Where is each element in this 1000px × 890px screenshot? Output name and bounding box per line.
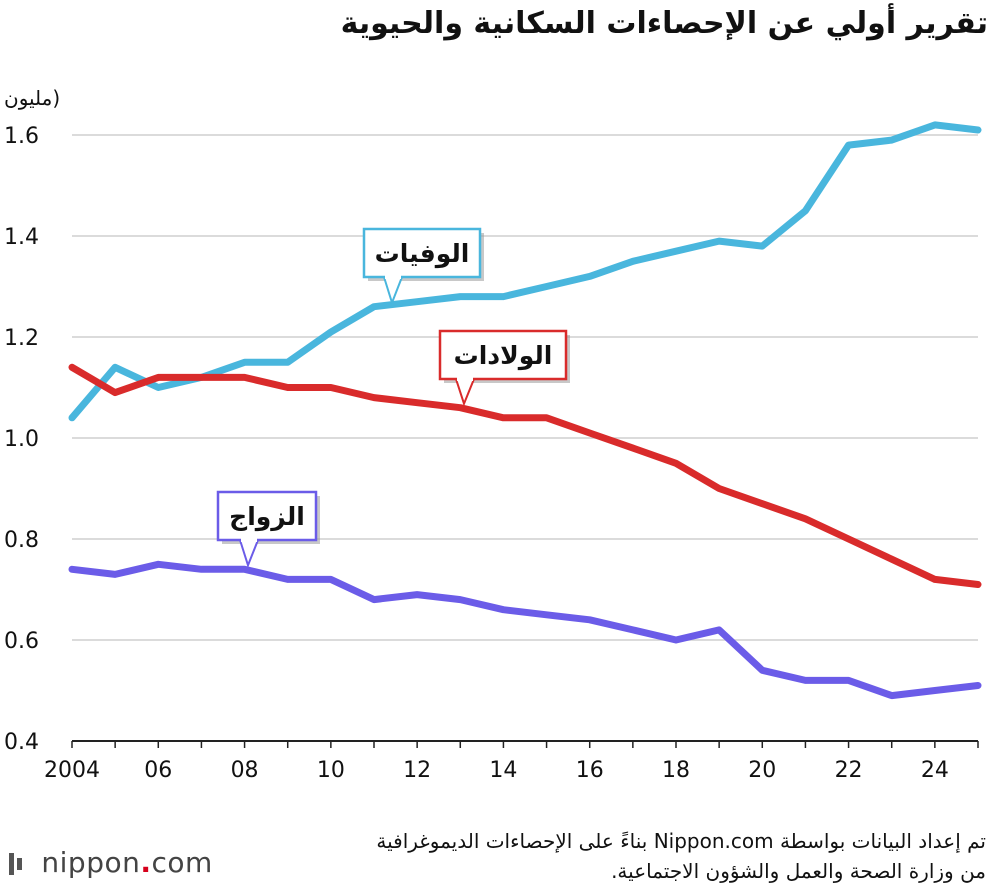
y-tick-labels: 0.4 0.6 0.8 1.0 1.2 1.4 1.6 [4, 124, 39, 755]
y-tick-label: 1.6 [4, 124, 39, 149]
y-axis-unit-label: (مليون [4, 86, 61, 110]
x-tick-label: 24 [921, 758, 949, 783]
y-tick-label: 0.6 [4, 629, 39, 654]
source-note: تم إعداد البيانات بواسطة Nippon.com بناء… [226, 826, 986, 886]
series-callouts: الوفيات الولادات الزواج [216, 227, 570, 569]
y-tick-label: 1.0 [4, 427, 39, 452]
series-line-2 [68, 560, 982, 700]
logo-separator: . [140, 846, 152, 879]
grid-lines [72, 134, 978, 742]
logo-name: nippon [41, 846, 141, 879]
y-tick-label: 0.4 [4, 730, 39, 755]
x-tick-label: 10 [317, 758, 345, 783]
x-tick-labels: 2004 06 08 10 12 14 16 18 20 22 24 [44, 741, 979, 783]
callout-1: الولادات [438, 329, 570, 407]
logo-mark-icon [9, 853, 22, 875]
x-tick-label: 06 [144, 758, 172, 783]
y-tick-label: 1.2 [4, 326, 39, 351]
callout-2: الزواج [216, 490, 320, 569]
nippon-logo[interactable]: nippon.com [6, 846, 213, 879]
series-label-2: الزواج [229, 502, 305, 532]
series-lines [68, 121, 982, 700]
x-tick-label: 14 [489, 758, 517, 783]
series-line-1 [68, 363, 982, 588]
x-tick-label: 18 [662, 758, 690, 783]
x-tick-label: 08 [231, 758, 259, 783]
x-tick-label: 12 [403, 758, 431, 783]
source-line-2: من وزارة الصحة والعمل والشؤون الاجتماعية… [611, 859, 986, 883]
chart-title: تقرير أولي عن الإحصاءات السكانية والحيوي… [340, 6, 988, 41]
x-tick-label: 16 [576, 758, 604, 783]
y-tick-label: 0.8 [4, 528, 39, 553]
series-label-1: الولادات [454, 341, 553, 371]
source-line-1: تم إعداد البيانات بواسطة Nippon.com بناء… [376, 829, 986, 853]
x-tick-label: 20 [748, 758, 776, 783]
logo-tld: com [151, 846, 213, 879]
y-tick-label: 1.4 [4, 225, 39, 250]
series-label-0: الوفيات [375, 239, 470, 269]
x-tick-label: 2004 [44, 758, 100, 783]
series-line-0 [68, 121, 982, 422]
line-chart: 0.4 0.6 0.8 1.0 1.2 1.4 1.6 2004 06 08 10 12 14 16 18… [4, 121, 982, 783]
x-tick-label: 22 [835, 758, 863, 783]
callout-0: الوفيات [362, 227, 484, 306]
